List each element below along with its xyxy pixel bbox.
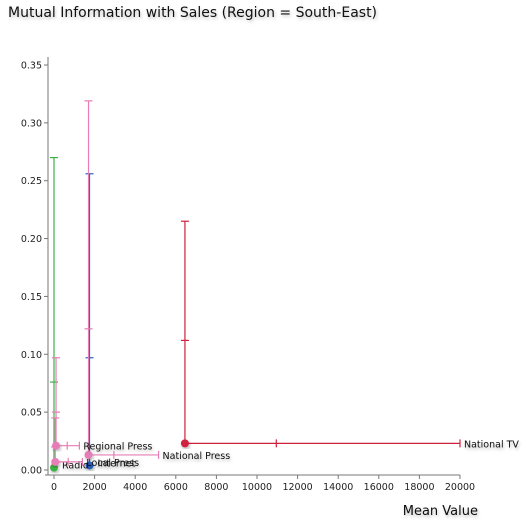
y-tick-label: 0.20 [21, 234, 42, 245]
y-tick-label: 0.00 [21, 466, 42, 477]
x-tick-label: 8000 [204, 482, 228, 493]
point-label-radio: Radio [62, 461, 89, 472]
series-local-press: Local Press [51, 417, 139, 469]
data-point-regional-press [52, 441, 61, 450]
x-tick-label: 12000 [282, 482, 312, 493]
data-point-internet [85, 461, 94, 470]
y-tick-label: 0.30 [21, 118, 42, 129]
x-tick-label: 10000 [242, 482, 272, 493]
point-label-national-tv: National TV [464, 439, 519, 450]
x-tick-label: 18000 [404, 482, 434, 493]
x-tick-label: 4000 [123, 482, 147, 493]
series-national-press: National Press [84, 100, 231, 462]
y-tick-label: 0.05 [21, 408, 42, 419]
x-tick-label: 20000 [445, 482, 475, 493]
point-label-internet: Internet [98, 458, 136, 469]
x-tick-label: 14000 [323, 482, 353, 493]
x-tick-label: 16000 [364, 482, 394, 493]
point-label-national-press: National Press [163, 451, 231, 462]
point-label-regional-press: Regional Press [83, 442, 152, 453]
x-tick-label: 6000 [164, 482, 188, 493]
chart-title: Mutual Information with Sales (Region = … [8, 5, 378, 21]
axes: 0.00 0.05 0.10 0.15 0.20 0.25 0.30 0.35 0 2000 400… [21, 57, 475, 493]
point-label-local-press: Local Press [86, 458, 139, 469]
plot-area: National TV Internet Radio National Press Re… [50, 100, 519, 472]
series-regional-press: Regional Press [52, 357, 152, 453]
data-point-national-press [84, 450, 93, 459]
x-tick-label: 0 [51, 482, 57, 493]
x-axis-label: Mean Value [403, 504, 478, 519]
y-tick-label: 0.15 [21, 292, 42, 303]
data-point-national-tv [180, 439, 189, 448]
y-tick-label: 0.25 [21, 176, 42, 187]
series-internet: Internet [85, 173, 136, 470]
data-point-local-press [51, 457, 60, 466]
y-tick-label: 0.10 [21, 350, 42, 361]
y-tick-label: 0.35 [21, 61, 42, 72]
x-tick-label: 2000 [83, 482, 107, 493]
series-national-tv: National TV [180, 220, 519, 450]
